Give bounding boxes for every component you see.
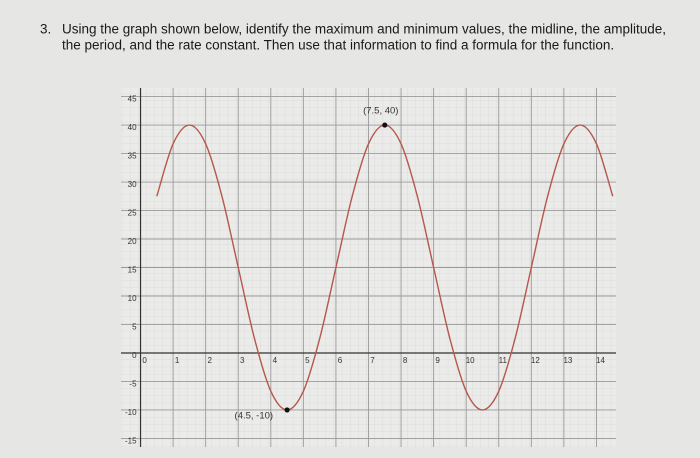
- x-tick-label: 2: [207, 356, 212, 365]
- x-tick-label: 13: [563, 356, 572, 365]
- y-tick-label: 40: [128, 123, 137, 132]
- y-tick-label: -5: [129, 380, 137, 389]
- y-tick-label: 25: [128, 209, 137, 218]
- y-tick-label: 5: [132, 323, 137, 332]
- x-tick-label: 9: [435, 356, 440, 365]
- y-tick-label: -15: [125, 437, 137, 446]
- x-tick-label: 12: [531, 356, 540, 365]
- x-tick-label: 3: [240, 356, 245, 365]
- x-tick-label: 11: [499, 356, 508, 365]
- y-tick-label: 0: [132, 351, 137, 360]
- x-tick-label: 7: [370, 356, 375, 365]
- x-tick-label: 14: [596, 356, 605, 365]
- question-number: 3.: [40, 22, 51, 37]
- y-tick-label: 45: [128, 95, 137, 104]
- x-tick-label: 10: [466, 356, 475, 365]
- x-tick-label: 5: [305, 356, 310, 365]
- y-tick-label: 35: [128, 152, 137, 161]
- y-tick-label: 15: [128, 266, 137, 275]
- x-tick-label: 4: [273, 356, 278, 365]
- annotation-label: (7.5, 40): [363, 106, 398, 117]
- y-tick-label: -10: [125, 408, 137, 417]
- question-line: the period, and the rate constant. Then …: [62, 38, 614, 53]
- y-tick-label: 30: [128, 180, 137, 189]
- question-line: Using the graph shown below, identify th…: [62, 22, 666, 37]
- annotation-label: (4.5, -10): [235, 410, 274, 421]
- y-tick-label: 10: [128, 294, 137, 303]
- y-tick-label: 20: [128, 237, 137, 246]
- x-tick-label: 6: [338, 356, 343, 365]
- annotation-point: [284, 407, 290, 413]
- annotation-point: [382, 122, 388, 128]
- x-tick-label: 1: [175, 356, 180, 365]
- x-tick-label: 0: [142, 356, 147, 365]
- x-tick-label: 8: [403, 356, 408, 365]
